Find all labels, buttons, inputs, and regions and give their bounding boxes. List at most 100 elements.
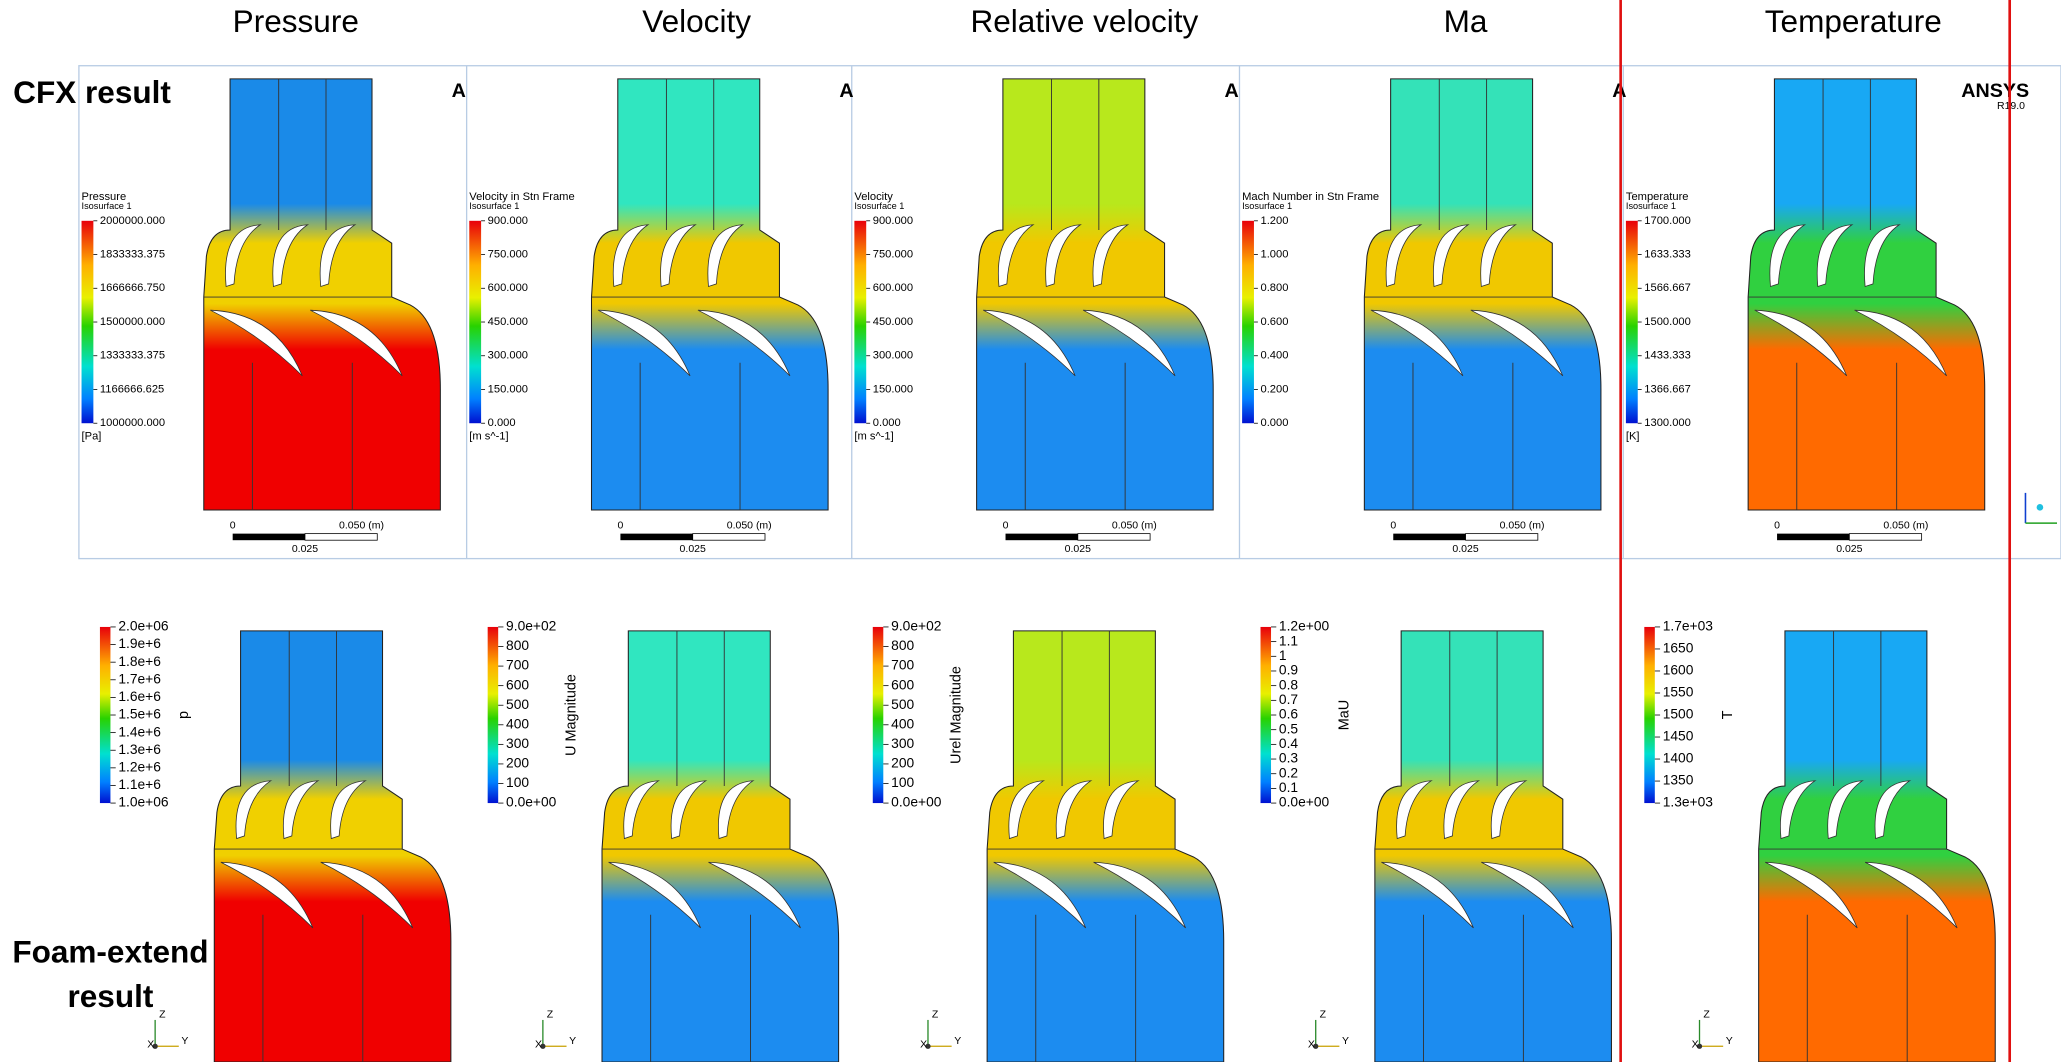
colorbar-label: 0.000 <box>1261 417 1289 429</box>
colorbar <box>1626 221 1638 423</box>
flow-domain <box>1364 79 1601 510</box>
colorbar-label: 800 <box>891 638 914 653</box>
colorbar-label: 0.000 <box>873 417 901 429</box>
colorbar-label: 1500000.000 <box>100 316 165 328</box>
scale-label: 0.025 <box>680 543 706 555</box>
colorbar-label: 0.0e+00 <box>1279 795 1330 810</box>
colorbar-label: 1.3e+03 <box>1663 795 1714 810</box>
colorbar-label: 1.7e+6 <box>118 671 161 686</box>
colorbar-label: 700 <box>891 658 914 673</box>
colorbar-label: 0.5 <box>1279 721 1299 736</box>
colorbar-axis-label: U Magnitude <box>564 674 580 756</box>
colorbar <box>82 221 94 423</box>
triad-label: Y <box>1726 1035 1733 1047</box>
colorbar-label: 1633.333 <box>1644 249 1691 261</box>
flow-domain <box>1375 631 1612 1062</box>
triad-label: Z <box>932 1008 939 1020</box>
colorbar-label: 300 <box>891 736 914 751</box>
flow-domain <box>977 79 1214 510</box>
colorbar-label: 1650 <box>1663 641 1694 656</box>
flow-domain <box>1759 631 1996 1062</box>
scale-label: 0.025 <box>1065 543 1091 555</box>
colorbar-label: 600.000 <box>873 282 913 294</box>
colorbar-label: 0.4 <box>1279 736 1299 751</box>
colorbar-label: 500 <box>891 697 914 712</box>
scale-label: 0.025 <box>292 543 318 555</box>
scale-label: 0.025 <box>1836 543 1862 555</box>
scale-label: 0.050 (m) <box>727 520 772 532</box>
corner-label: A <box>839 80 853 102</box>
colorbar-label: 1666666.750 <box>100 282 165 294</box>
row-label: Foam-extend <box>12 934 208 970</box>
scale-label: 0 <box>1774 520 1780 532</box>
triad-label: Z <box>159 1008 166 1020</box>
scale-label: 0 <box>230 520 236 532</box>
colorbar <box>1261 627 1272 803</box>
legend-unit: [Pa] <box>82 430 102 442</box>
scale-label: 0.050 (m) <box>1883 520 1928 532</box>
colorbar-label: 450.000 <box>488 316 528 328</box>
corner-label: A <box>1612 80 1626 102</box>
colorbar-label: 1000000.000 <box>100 417 165 429</box>
colorbar <box>100 627 111 803</box>
colorbar-label: 0.000 <box>488 417 516 429</box>
triad-label: Z <box>547 1008 554 1020</box>
scale-label: 0.025 <box>1452 543 1478 555</box>
colorbar-label: 1433.333 <box>1644 350 1691 362</box>
colorbar-label: 300 <box>506 736 529 751</box>
colorbar <box>469 221 481 423</box>
colorbar-label: 450.000 <box>873 316 913 328</box>
triad-label: X <box>920 1039 927 1051</box>
triad-label: Z <box>1703 1008 1710 1020</box>
colorbar-label: 200 <box>506 756 529 771</box>
colorbar-label: 0.400 <box>1261 350 1289 362</box>
legend-subtitle: Isosurface 1 <box>1626 201 1676 211</box>
colorbar-label: 900.000 <box>488 215 528 227</box>
flow-domain <box>602 631 839 1062</box>
corner-label: A <box>452 80 466 102</box>
colorbar <box>873 627 884 803</box>
scale-bar <box>305 534 377 541</box>
colorbar-label: 500 <box>506 697 529 712</box>
colorbar-label: 750.000 <box>488 249 528 261</box>
colorbar <box>1644 627 1655 803</box>
triad-label: X <box>147 1039 154 1051</box>
colorbar-label: 1833333.375 <box>100 249 165 261</box>
column-title: Ma <box>1444 3 1488 39</box>
colorbar-label: 150.000 <box>873 383 913 395</box>
triad-label: X <box>1308 1039 1315 1051</box>
row-label: CFX result <box>13 74 171 110</box>
colorbar-axis-label: Urel Magnitude <box>949 666 965 764</box>
colorbar-label: 1.4e+6 <box>118 724 161 739</box>
column-title: Relative velocity <box>970 3 1198 39</box>
scale-bar <box>693 534 765 541</box>
colorbar-label: 1450 <box>1663 729 1694 744</box>
scale-bar <box>1393 534 1465 541</box>
colorbar-label: 300.000 <box>488 350 528 362</box>
legend-subtitle: Isosurface 1 <box>854 201 904 211</box>
colorbar-label: 150.000 <box>488 383 528 395</box>
scale-bar <box>1849 534 1921 541</box>
colorbar-label: 0.9 <box>1279 663 1299 678</box>
colorbar-label: 100 <box>891 775 914 790</box>
colorbar-label: 1350 <box>1663 773 1694 788</box>
flow-domain <box>214 631 451 1062</box>
colorbar-label: 2000000.000 <box>100 215 165 227</box>
colorbar-label: 1566.667 <box>1644 282 1691 294</box>
scale-label: 0.050 (m) <box>1112 520 1157 532</box>
colorbar-label: 1.8e+6 <box>118 654 161 669</box>
triad-label: Y <box>569 1035 576 1047</box>
scale-label: 0.050 (m) <box>1500 520 1545 532</box>
colorbar-label: 0.0e+00 <box>891 795 942 810</box>
legend-subtitle: Isosurface 1 <box>82 201 132 211</box>
flow-domain <box>1748 79 1985 510</box>
triad-label: Y <box>954 1035 961 1047</box>
legend-subtitle: Isosurface 1 <box>1242 201 1292 211</box>
triad-label: Y <box>1342 1035 1349 1047</box>
colorbar-label: 1.000 <box>1261 249 1289 261</box>
colorbar-label: 0.7 <box>1279 692 1298 707</box>
column-title: Temperature <box>1765 3 1942 39</box>
scale-label: 0.050 (m) <box>339 520 384 532</box>
colorbar-label: 1500 <box>1663 707 1694 722</box>
colorbar-label: 1700.000 <box>1644 215 1691 227</box>
